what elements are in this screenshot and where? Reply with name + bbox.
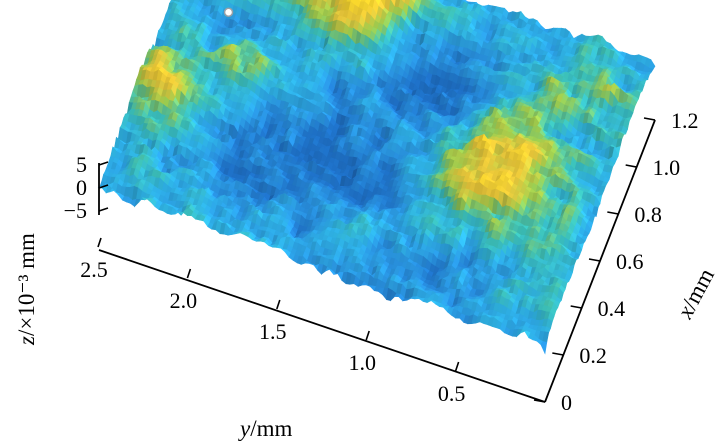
surface-mesh [97,0,656,355]
